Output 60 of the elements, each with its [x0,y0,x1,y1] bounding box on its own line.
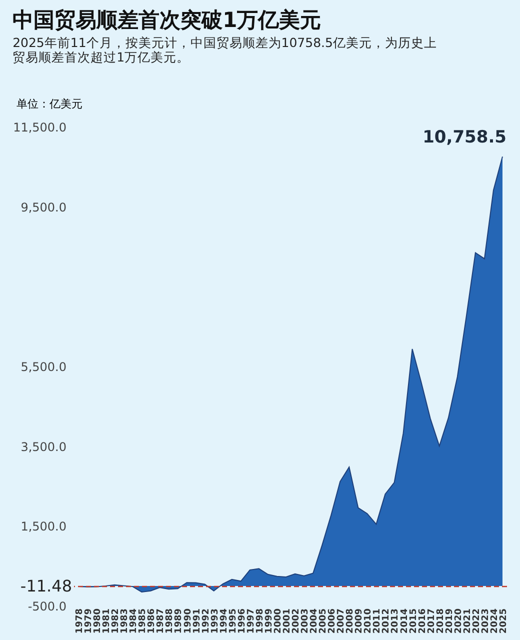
y-tick-label: 1,500.0 [20,520,66,534]
x-tick-label: 1990 [183,608,194,634]
x-tick-label: 1978 [75,608,86,634]
x-tick-label: 2008 [346,608,356,634]
x-tick-label: 1980 [93,608,104,634]
x-tick-label: 2020 [454,608,464,634]
x-tick-label: 1997 [246,608,256,634]
y-tick-label: 5,500.0 [20,360,66,374]
x-tick-label: 1994 [219,608,230,634]
x-tick-label: 1979 [84,608,94,634]
x-tick-label: 2025 [498,608,509,634]
x-tick-label: 1987 [156,608,166,634]
x-tick-label: 2004 [310,608,320,634]
x-tick-label: 2001 [282,608,292,634]
text: 贸易顺差首次超过1万亿美元。 [12,50,190,64]
text: 2025年前11个月，按美元计，中国贸易顺差为10758.5亿美元，为历史上 [12,35,437,50]
x-tick-label: 1985 [138,608,148,634]
x-tick-label: 1995 [228,608,238,634]
y-tick-label: 11,500.0 [13,120,66,134]
annotation: 10,758.5 [422,128,506,148]
y-tick-label: 9,500.0 [20,200,66,214]
x-tick-label: 2021 [462,608,473,634]
x-tick-label: 2009 [354,608,365,634]
x-tick-label: 1989 [174,608,184,634]
x-tick-label: 1999 [264,608,274,634]
x-tick-label: 2012 [382,608,392,634]
y-tick-label: -500.0 [28,600,66,614]
x-tick-label: 2023 [480,608,491,634]
x-tick-label: 2014 [400,608,410,634]
x-tick-label: 1982 [111,608,122,634]
x-tick-label: 2011 [372,608,383,634]
x-tick-label: 1993 [210,608,220,634]
chart-title: 中国贸易顺差首次突破1万亿美元 [12,8,322,32]
x-tick-label: 2010 [364,608,374,634]
x-tick-label: 1986 [147,608,158,634]
x-tick-label: 1991 [192,608,202,634]
x-tick-label: 1988 [165,608,176,634]
x-tick-label: 2024 [490,608,500,634]
x-tick-label: 2007 [336,608,347,634]
x-tick-label: 2003 [300,608,311,634]
ref-line-label: -11.48 [20,576,72,596]
x-tick-label: 2018 [436,608,446,634]
x-tick-label: 2002 [292,608,302,634]
x-tick-label: 1984 [129,608,140,634]
x-tick-label: 2013 [390,608,401,634]
y-tick-label: 3,500.0 [20,440,66,454]
x-tick-label: 2006 [328,608,338,634]
x-tick-label: 1983 [120,608,130,634]
x-tick-label: 2022 [472,608,482,634]
x-tick-label: 2005 [318,608,329,634]
x-tick-label: 2016 [418,608,428,634]
x-tick-label: 1998 [255,608,266,634]
x-tick-label: 2017 [426,608,437,634]
x-tick-label: 1981 [102,608,112,634]
x-tick-label: 2015 [408,608,419,634]
x-tick-label: 1996 [237,608,248,634]
y-axis-title: 单位：亿美元 [16,98,82,110]
x-tick-label: 2000 [273,608,284,634]
x-tick-label: 2019 [444,608,455,634]
x-tick-label: 1992 [201,608,212,634]
